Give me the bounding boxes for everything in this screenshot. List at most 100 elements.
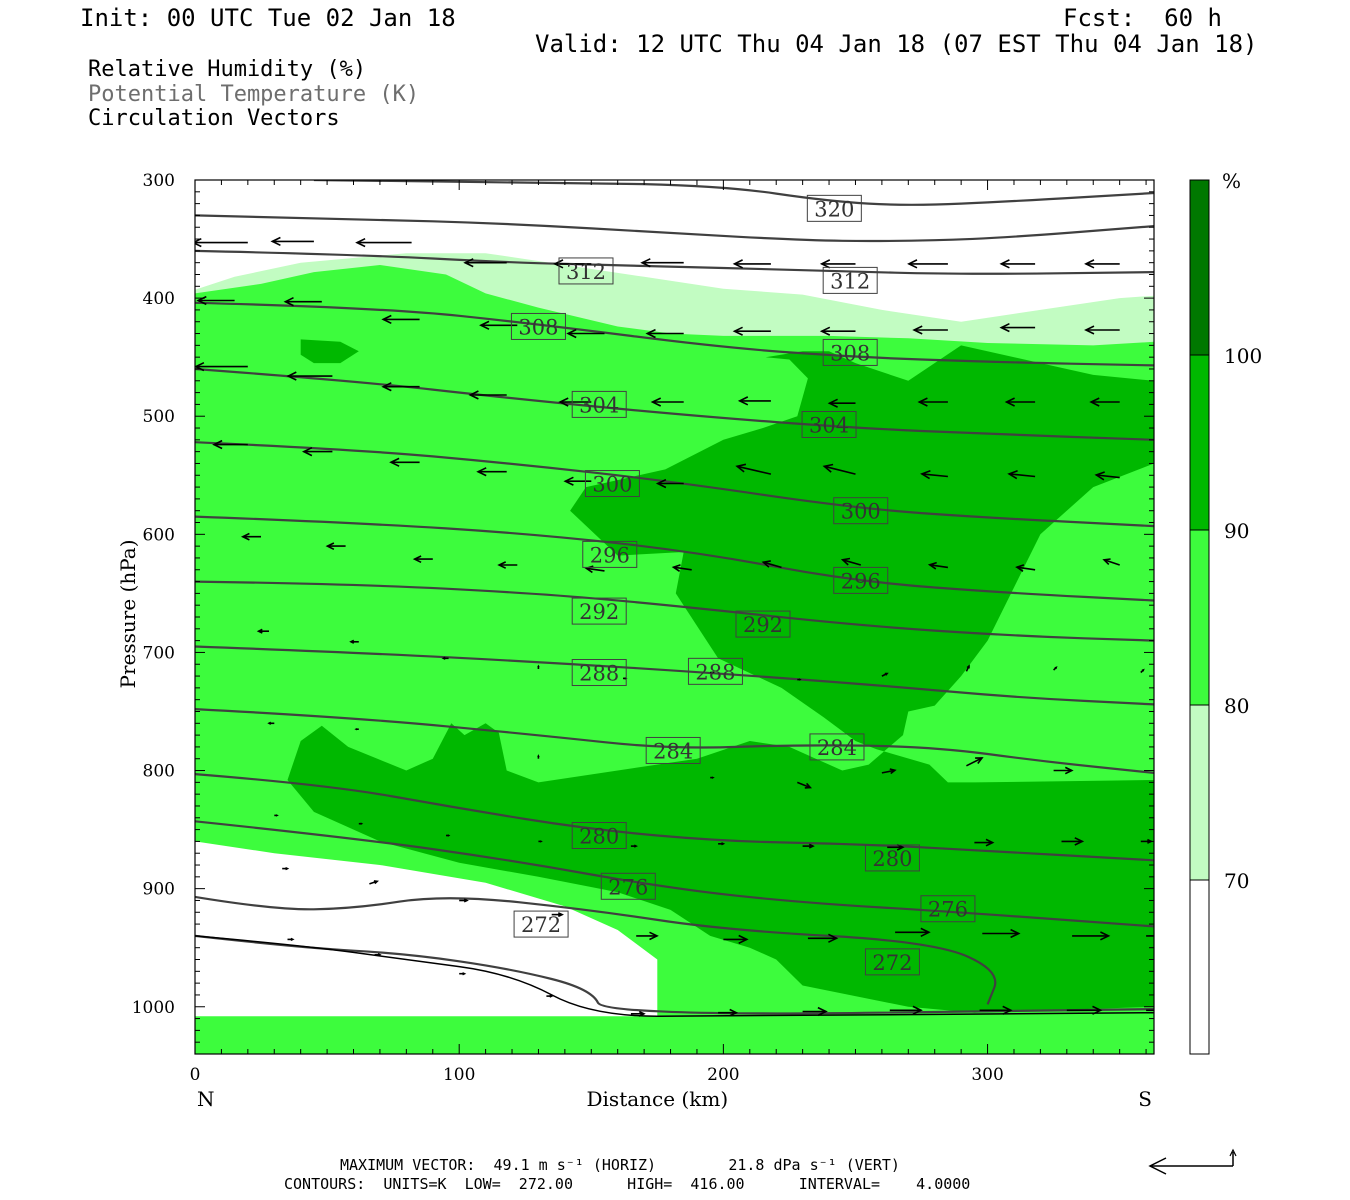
vector-head [212,439,223,450]
colorbar-band [1189,354,1210,531]
vector-head [1154,1008,1159,1013]
circulation-vector [282,866,290,871]
isentrope-label-text: 276 [928,898,968,922]
contour-note: CONTOURS: UNITS=K LOW= 272.00 HIGH= 416.… [284,1175,971,1193]
circulation-vector [1053,766,1074,775]
vector-head [354,728,358,731]
circulation-vector [1084,259,1120,269]
legend-theta: Potential Temperature (K) [88,82,420,107]
vector-head [283,296,294,307]
circulation-vector [446,834,451,837]
vector-head [355,237,366,248]
circulation-vector [325,542,346,551]
circulation-vector [912,325,948,335]
vector-head [1064,766,1074,775]
vector-head [584,565,594,574]
vector-head [1004,397,1015,407]
isentrope-label-text: 320 [814,197,854,221]
isentrope-label-text: 288 [579,662,619,686]
isentrope-316 [195,214,1154,243]
vector-head [711,671,715,674]
isentrope-label-text: 284 [817,736,857,760]
vector-head [1094,471,1105,481]
vector-head [840,557,851,566]
circulation-vector [283,296,322,307]
vector-head [479,320,490,330]
vector-shaft [763,561,782,569]
vector-head [381,382,392,392]
reference-vector-icon [1148,1148,1237,1175]
vector-head [549,994,554,998]
vector-head [735,463,747,473]
vector-shaft [929,564,949,569]
vector-head [553,259,564,269]
circulation-vector [1072,931,1111,941]
isentrope-label-text: 272 [521,913,561,937]
circulation-vector [468,390,507,400]
isentrope-label-box [864,948,920,976]
circulation-vector [1015,564,1036,572]
circulation-vector [827,398,856,408]
isentrope-292 [195,580,1154,642]
init-time: Init: 00 UTC Tue 02 Jan 18 [80,4,456,32]
vector-head [927,561,937,570]
isentrope-label: 288 [571,659,627,687]
vector-head [889,768,897,775]
circulation-vector [718,1008,739,1017]
vector-head [828,933,839,943]
circulation-vector [840,557,862,566]
circulation-vector [965,664,970,672]
isentrope-label: 284 [645,736,701,764]
circulation-vector [274,814,279,817]
circulation-vector [476,467,507,477]
circulation-vector [630,1010,646,1017]
vector-head [896,843,905,851]
circulation-vector [927,561,949,570]
circulation-vector [650,397,684,407]
circulation-vector [459,898,469,903]
vector-head [819,259,831,269]
vector-shaft [842,559,862,566]
circulation-vector [374,953,382,957]
circulation-vector [1053,666,1058,671]
x-axis-title: Distance (km) [587,1087,729,1111]
circulation-vector [623,677,628,680]
vector-head [966,664,970,669]
isentrope-label: 312 [822,266,878,294]
vector-head [463,258,474,268]
vector-head [729,1008,739,1017]
isentrope-296 [195,515,1154,602]
vector-head [1100,931,1111,941]
forecast-hour: Fcst: 60 h [1063,4,1222,32]
circulation-vector [195,237,248,248]
isentrope-label-box [822,266,878,294]
circulation-vector [761,560,782,569]
isentrope-label-text: 292 [743,613,783,637]
circulation-vector [553,259,592,269]
isentrope-label-text: 312 [830,269,870,293]
vector-shaft [1016,566,1036,571]
vector-head [822,463,834,473]
circulation-vector [999,322,1036,333]
vector-shaft [1009,473,1036,478]
x-tick-label: 200 [707,1065,739,1085]
vector-head [285,866,290,871]
circulation-vector [551,912,564,918]
isentrope-272 [195,895,997,1005]
isentrope-label-text: 280 [872,847,912,871]
isentrope-label: 276 [920,895,976,923]
vector-shaft [673,566,692,571]
circulation-vector [974,838,995,847]
vector-head [195,237,202,248]
isentrope-308 [195,301,1154,367]
vector-head [1102,558,1111,565]
circulation-vector [645,328,684,339]
vector-head [985,838,995,847]
circulation-vector [1084,325,1120,335]
vector-head [497,561,507,569]
vector-head [732,259,743,269]
circulation-vector [212,439,248,450]
circulation-vector [301,446,333,457]
vector-head [827,398,838,408]
vector-head [737,396,749,406]
